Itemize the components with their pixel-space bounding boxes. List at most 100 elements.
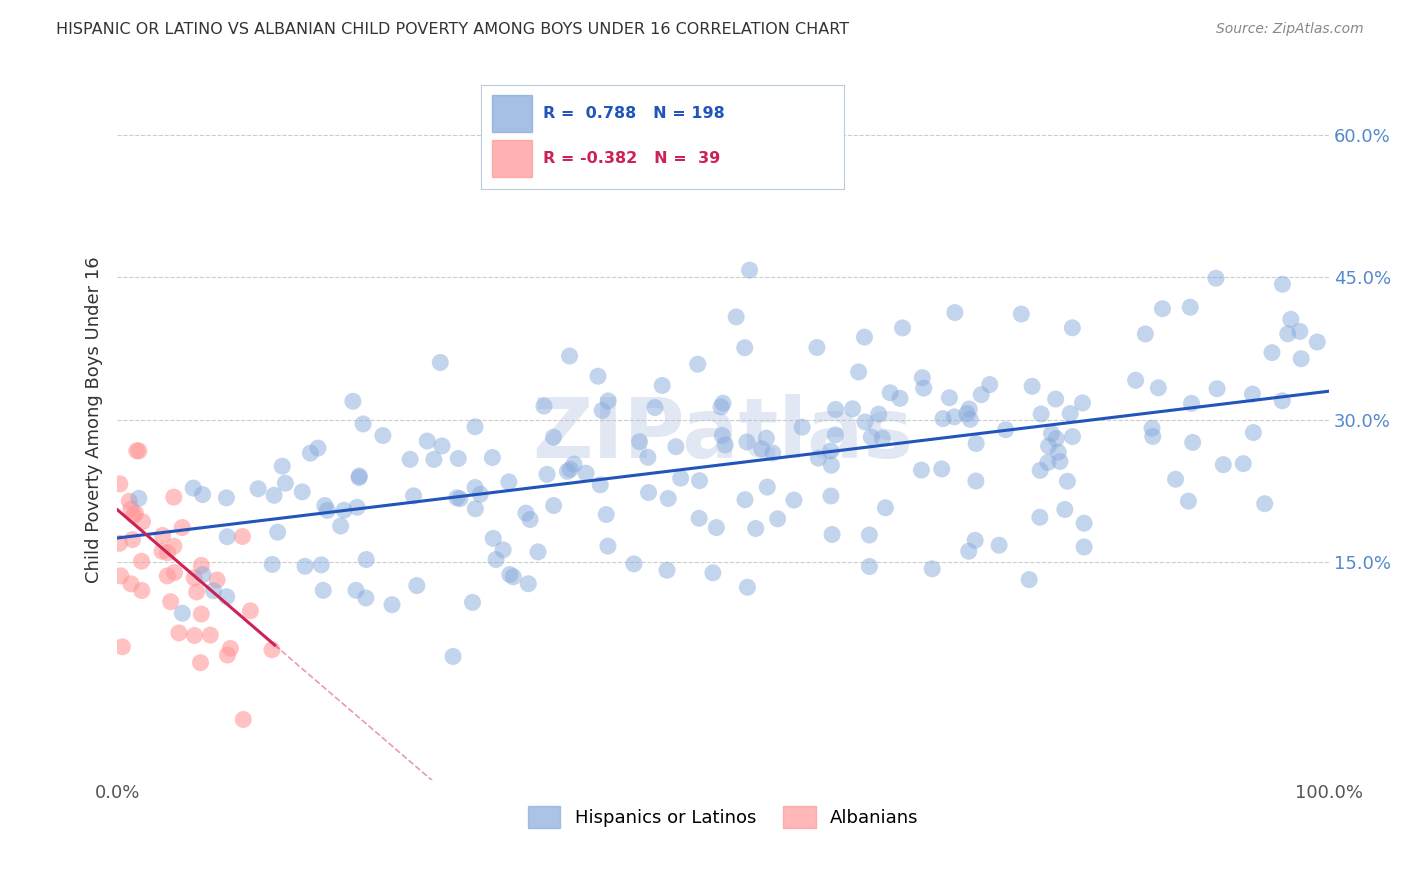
Point xyxy=(172,606,194,620)
Point xyxy=(734,341,756,355)
Point xyxy=(402,489,425,503)
Point xyxy=(1289,325,1312,339)
Point xyxy=(910,463,932,477)
Point xyxy=(120,502,142,516)
Point xyxy=(181,481,204,495)
Point xyxy=(725,310,748,324)
Point xyxy=(943,305,966,319)
Point xyxy=(205,573,228,587)
Point xyxy=(128,443,150,458)
Point xyxy=(1147,381,1170,395)
Point xyxy=(131,583,153,598)
Point xyxy=(932,411,955,425)
Point xyxy=(239,604,262,618)
Point xyxy=(824,428,846,442)
Point xyxy=(291,484,314,499)
Point xyxy=(872,431,894,445)
Point xyxy=(1029,463,1052,477)
Point xyxy=(441,649,464,664)
Point xyxy=(1049,454,1071,468)
Point xyxy=(623,557,645,571)
Point xyxy=(247,482,270,496)
Point xyxy=(1053,502,1076,516)
Point xyxy=(744,521,766,535)
Point xyxy=(346,500,368,515)
Point xyxy=(312,583,335,598)
Point xyxy=(853,330,876,344)
Point xyxy=(118,494,141,508)
Point xyxy=(527,545,550,559)
Point xyxy=(1271,277,1294,292)
Point xyxy=(1045,392,1067,406)
Point xyxy=(1073,516,1095,531)
Point xyxy=(1279,312,1302,326)
Point xyxy=(260,642,283,657)
Point xyxy=(558,349,581,363)
Point xyxy=(655,563,678,577)
Point xyxy=(121,533,143,547)
Point xyxy=(1036,455,1059,469)
Point xyxy=(446,491,468,505)
Point xyxy=(543,499,565,513)
Point xyxy=(533,399,555,413)
Point xyxy=(381,598,404,612)
Point xyxy=(502,570,524,584)
Point xyxy=(492,542,515,557)
Point xyxy=(1125,373,1147,387)
Point xyxy=(1062,321,1084,335)
Point xyxy=(824,402,846,417)
Point xyxy=(111,640,134,654)
Point xyxy=(1045,432,1067,446)
Point xyxy=(912,381,935,395)
Point xyxy=(232,713,254,727)
Point xyxy=(354,552,377,566)
Point xyxy=(979,377,1001,392)
Point xyxy=(464,419,486,434)
Point xyxy=(163,539,186,553)
Point xyxy=(183,628,205,642)
Point xyxy=(891,321,914,335)
Point xyxy=(449,491,471,506)
Point xyxy=(152,528,174,542)
Point xyxy=(657,491,679,506)
Point xyxy=(1241,387,1264,401)
Point xyxy=(110,569,132,583)
Point xyxy=(562,457,585,471)
Point xyxy=(821,527,844,541)
Point xyxy=(429,355,451,369)
Point xyxy=(686,357,709,371)
Point xyxy=(911,370,934,384)
Point xyxy=(879,385,901,400)
Point xyxy=(875,500,897,515)
Point xyxy=(190,607,212,621)
Point xyxy=(1180,300,1202,314)
Point xyxy=(762,446,785,460)
Point xyxy=(665,440,688,454)
Point xyxy=(128,491,150,506)
Point xyxy=(651,378,673,392)
Point xyxy=(595,508,617,522)
Point xyxy=(1010,307,1032,321)
Point xyxy=(124,506,146,520)
Point xyxy=(957,544,980,558)
Point xyxy=(120,577,142,591)
Point xyxy=(266,525,288,540)
Point xyxy=(706,520,728,534)
Point xyxy=(689,474,711,488)
Point xyxy=(853,415,876,429)
Point xyxy=(1062,429,1084,443)
Point xyxy=(1277,326,1299,341)
Point xyxy=(1177,494,1199,508)
Point xyxy=(150,544,173,558)
Point xyxy=(735,435,758,450)
Point xyxy=(108,536,131,550)
Point xyxy=(329,519,352,533)
Point xyxy=(1261,345,1284,359)
Point xyxy=(790,420,813,434)
Point xyxy=(215,491,238,505)
Point xyxy=(1056,475,1078,489)
Point xyxy=(399,452,422,467)
Point xyxy=(738,263,761,277)
Point xyxy=(464,481,486,495)
Point xyxy=(159,595,181,609)
